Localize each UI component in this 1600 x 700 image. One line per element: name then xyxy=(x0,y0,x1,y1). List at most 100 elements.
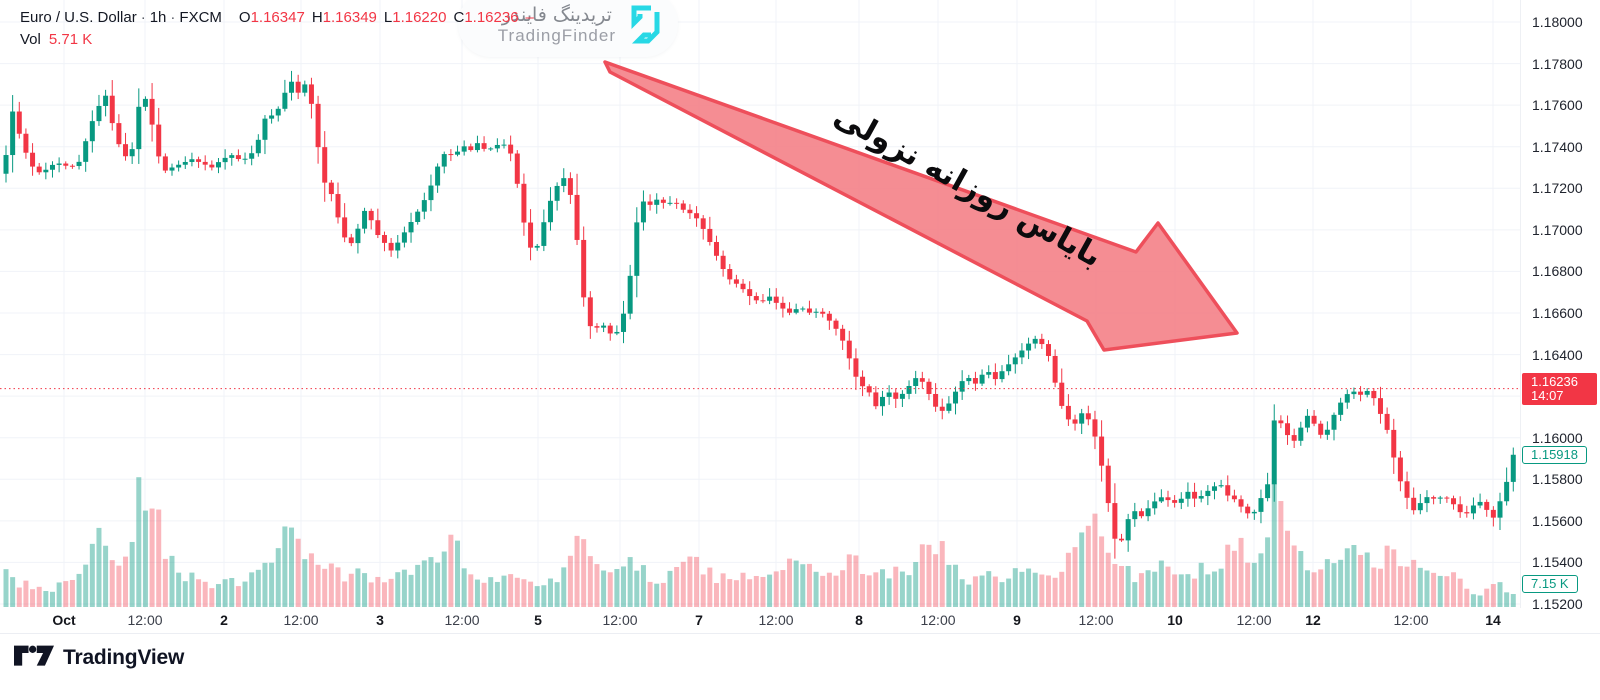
candle-body xyxy=(933,393,939,407)
candle-body xyxy=(1158,497,1164,502)
volume-bar xyxy=(1364,552,1370,607)
candle-body xyxy=(614,331,620,334)
volume-bar xyxy=(103,545,109,607)
candle-body xyxy=(235,155,241,160)
candle-body xyxy=(342,217,348,238)
volume-bar xyxy=(176,572,182,607)
volume-bar xyxy=(142,510,148,607)
candle-body xyxy=(215,162,221,168)
time-tick-label-hour: 12:00 xyxy=(602,612,638,628)
candle-body xyxy=(3,155,9,174)
time-axis[interactable]: Oct 12:00 2 12:00 3 12:00 5 12:00 7 12:00 8 12:00 9 1… xyxy=(0,608,1520,633)
volume-bar xyxy=(63,581,69,607)
volume-bar xyxy=(461,568,467,607)
symbol-title[interactable]: Euro / U.S. Dollar xyxy=(20,9,137,26)
candle-body xyxy=(773,296,779,303)
volume-bar xyxy=(647,581,653,607)
candle-body xyxy=(1484,501,1490,510)
bearish-arrow-drawing[interactable] xyxy=(603,60,1239,352)
volume-bar xyxy=(215,584,221,607)
time-tick-label-day: 7 xyxy=(695,612,703,628)
volume-bar xyxy=(514,577,520,607)
candle-body xyxy=(76,161,82,167)
chart-pane[interactable] xyxy=(0,0,1520,608)
volume-bar xyxy=(156,509,162,607)
candle-body xyxy=(860,376,866,387)
candle-body xyxy=(946,403,952,411)
volume-bar xyxy=(116,565,122,607)
tradingfinder-watermark: تریدینگ فایندر TradingFinder xyxy=(458,0,678,57)
volume-bar xyxy=(1417,567,1423,607)
candle-body xyxy=(169,167,175,171)
volume-label: Vol xyxy=(20,31,41,48)
price-axis[interactable]: 1.16236 14:07 1.15918 7.15 K 1.18000 1.17… xyxy=(1520,0,1600,612)
candle-body xyxy=(1338,402,1344,415)
volume-bar xyxy=(295,538,301,607)
candle-body xyxy=(375,220,381,236)
volume-bar xyxy=(654,583,660,607)
candle-body xyxy=(441,154,447,167)
candle-body xyxy=(315,103,321,148)
candle-body xyxy=(202,161,208,165)
candle-body xyxy=(833,320,839,329)
time-tick-label-hour: 12:00 xyxy=(920,612,956,628)
volume-bar xyxy=(853,555,859,607)
candle-body xyxy=(707,228,713,242)
candlestick-chart[interactable] xyxy=(0,0,1520,608)
candle-body xyxy=(196,159,202,162)
candle-body xyxy=(481,143,487,149)
volume-bar xyxy=(1231,550,1237,607)
candle-body xyxy=(972,378,978,384)
volume-bar xyxy=(3,569,9,607)
volume-bar xyxy=(879,569,885,607)
candle-body xyxy=(846,340,852,359)
volume-bar xyxy=(1377,568,1383,607)
candle-body xyxy=(567,178,573,195)
interval-label[interactable]: 1h xyxy=(149,9,167,26)
high-label: H xyxy=(311,9,323,26)
candle-body xyxy=(1265,484,1271,499)
volume-bar xyxy=(554,582,560,607)
volume-bar xyxy=(328,563,334,607)
candle-body xyxy=(1324,429,1330,435)
candle-body xyxy=(1019,350,1025,358)
volume-bar xyxy=(441,551,447,607)
candle-body xyxy=(275,108,281,116)
volume-bar xyxy=(1158,560,1164,607)
volume-bar xyxy=(634,570,640,607)
volume-bar xyxy=(1138,573,1144,607)
volume-bar xyxy=(787,558,793,607)
volume-bar xyxy=(528,581,534,607)
symbol-legend[interactable]: Euro / U.S. Dollar · 1h · FXCM O1.16347 H1.163… xyxy=(20,7,534,50)
volume-bar xyxy=(1245,562,1251,607)
volume-bar xyxy=(587,556,593,607)
volume-bar xyxy=(1437,575,1443,607)
candle-body xyxy=(806,308,812,313)
price-tick-label: 1.15200 xyxy=(1532,596,1583,612)
price-tick-label: 1.17200 xyxy=(1532,180,1583,197)
volume-bar xyxy=(800,564,806,607)
candle-body xyxy=(388,242,394,251)
volume-bar xyxy=(315,564,321,607)
candle-body xyxy=(621,313,627,332)
candle-body xyxy=(1271,420,1277,485)
candle-body xyxy=(541,222,547,246)
exchange-label: FXCM xyxy=(179,9,222,26)
time-tick-label-day: 2 xyxy=(220,612,228,628)
volume-bar xyxy=(1431,572,1437,607)
volume-bar xyxy=(235,586,241,607)
volume-bar xyxy=(381,582,387,607)
candle-body xyxy=(780,302,786,309)
tradingview-logo[interactable]: TradingView xyxy=(14,645,184,670)
volume-bar xyxy=(428,557,434,607)
candle-body xyxy=(1344,394,1350,403)
candle-body xyxy=(1437,497,1443,499)
volume-bar xyxy=(282,526,288,607)
volume-bar xyxy=(481,582,487,607)
price-tick-label: 1.16600 xyxy=(1532,305,1583,321)
candle-body xyxy=(694,213,700,219)
volume-bar xyxy=(415,564,421,607)
volume-bar xyxy=(986,571,992,607)
volume-bar xyxy=(1178,574,1184,607)
volume-bar xyxy=(614,569,620,607)
